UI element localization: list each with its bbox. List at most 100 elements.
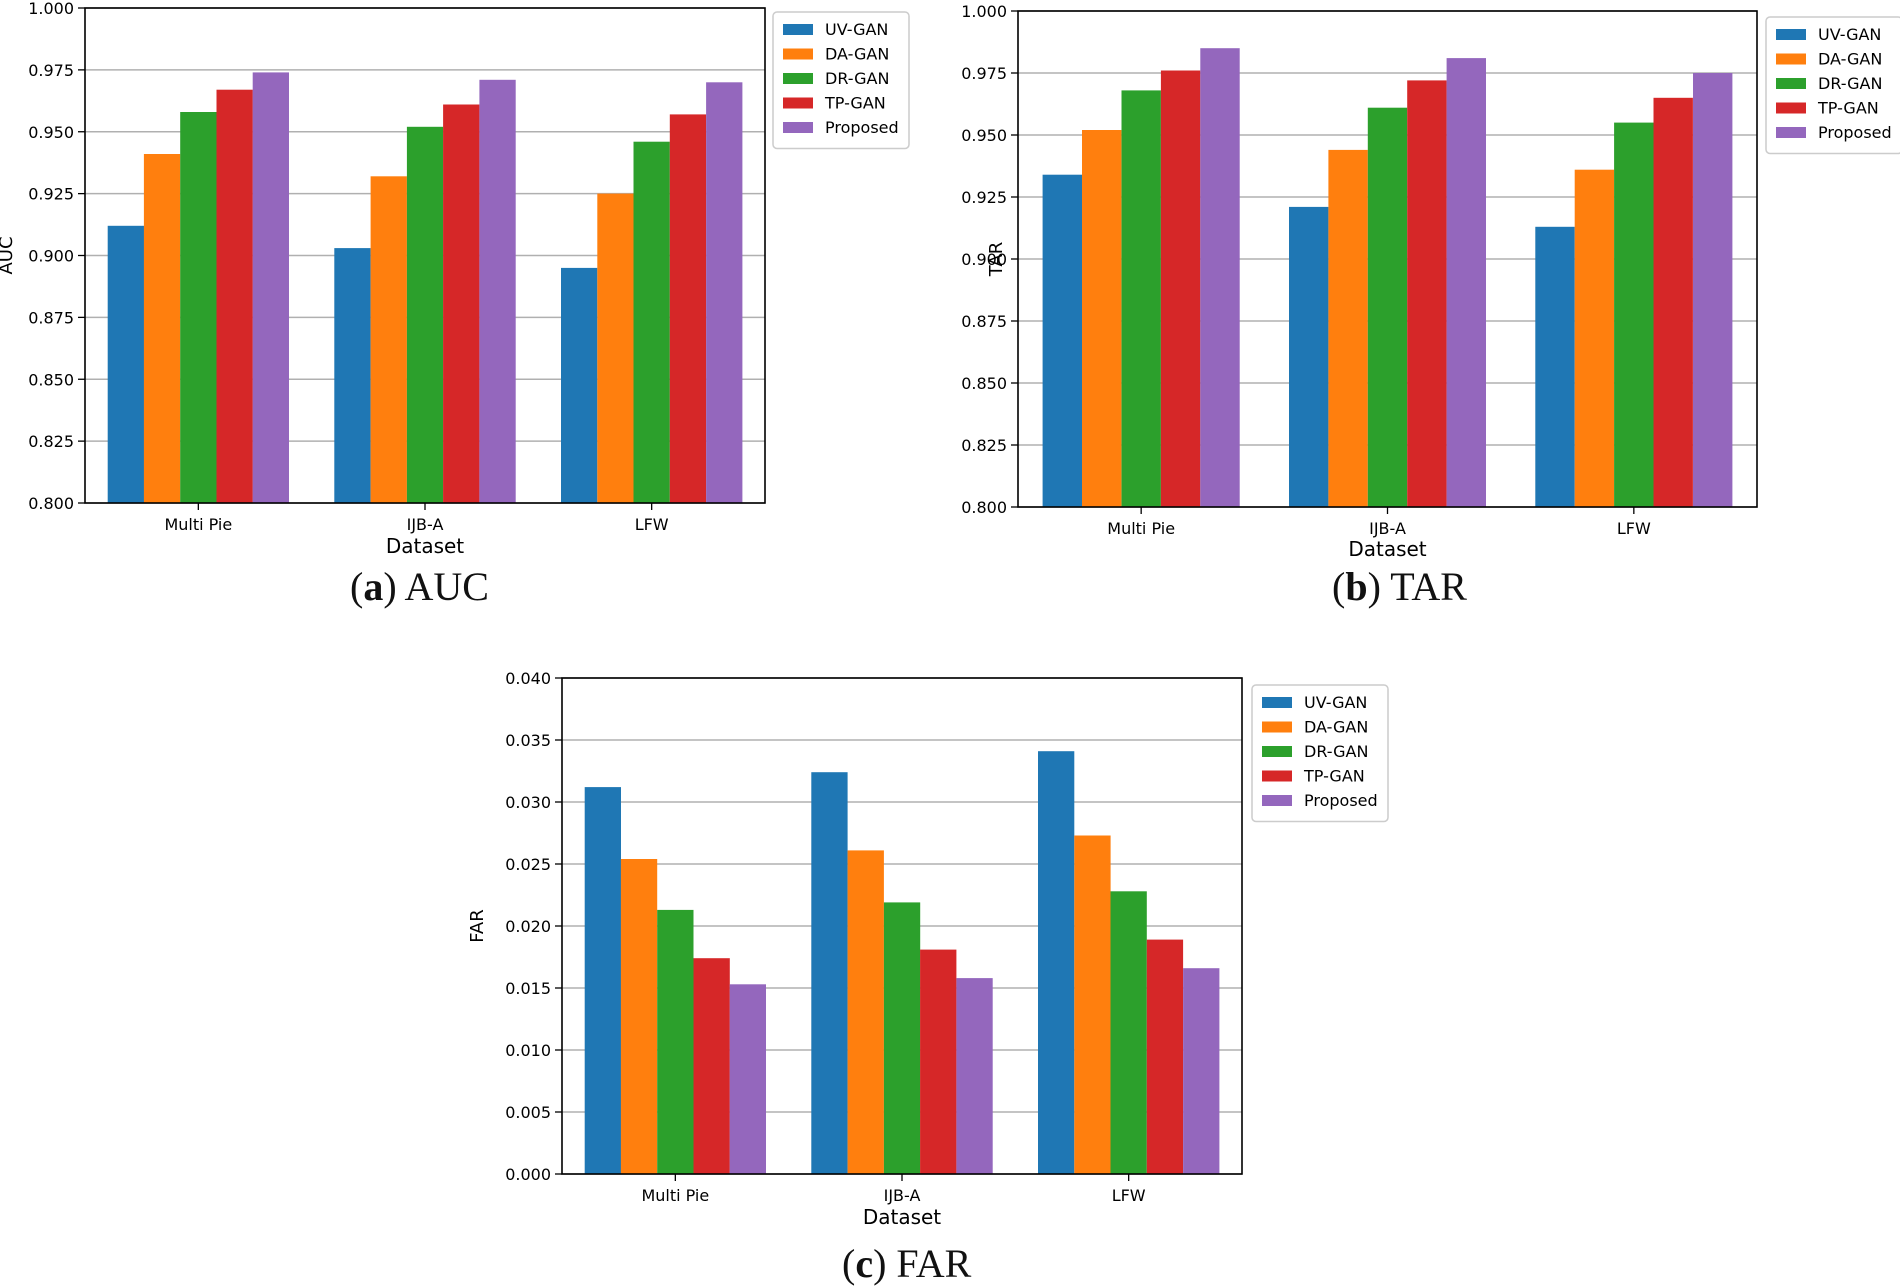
legend-label: TP-GAN (824, 94, 886, 113)
bar-dr-gan (180, 112, 217, 503)
y-tick-label: 0.005 (505, 1103, 551, 1122)
bar-dr-gan (633, 141, 670, 503)
bar-uv-gan (334, 248, 371, 503)
bar-proposed (1183, 968, 1220, 1174)
bar-uv-gan (1038, 751, 1075, 1174)
legend-swatch (1262, 795, 1292, 806)
legend-swatch (1776, 53, 1806, 65)
bar-uv-gan (1289, 206, 1329, 507)
bar-uv-gan (584, 787, 621, 1174)
legend-label: TP-GAN (1303, 767, 1365, 786)
legend-swatch (783, 24, 813, 35)
legend-swatch (783, 48, 813, 60)
y-tick-label: 0.925 (28, 185, 74, 204)
legend-swatch (1776, 102, 1806, 114)
y-axis-label: AUC (0, 236, 17, 274)
legend-swatch (1776, 127, 1806, 138)
y-tick-label: 0.875 (28, 308, 74, 327)
legend-label: DR-GAN (1818, 74, 1882, 93)
legend-label: UV-GAN (1304, 693, 1367, 712)
legend-label: UV-GAN (825, 20, 888, 39)
x-axis-label: Dataset (386, 534, 464, 558)
chart-auc: 0.800 0.825 0.850 0.875 0.900 0.925 0.950 0.975… (0, 0, 910, 558)
legend-swatch (1776, 29, 1806, 40)
x-tick-label: IJB-A (407, 515, 444, 534)
legend-label: Proposed (825, 118, 899, 137)
bar-tp-gan (669, 114, 707, 504)
x-tick-label: Multi Pie (164, 515, 232, 534)
bar-da-gan (1074, 835, 1111, 1174)
legend-label: DA-GAN (825, 45, 889, 64)
caption-auc: (a) AUC (350, 564, 489, 609)
bar-proposed (1693, 73, 1733, 507)
x-tick-label: Multi Pie (1107, 519, 1175, 538)
x-axis-label: Dataset (863, 1205, 941, 1229)
bar-da-gan (1574, 169, 1615, 507)
x-tick-label: IJB-A (884, 1186, 921, 1205)
legend-swatch (783, 73, 813, 84)
bar-tp-gan (920, 949, 957, 1174)
plot-frame (561, 677, 1243, 1175)
bar-da-gan (620, 859, 658, 1174)
y-tick-label: 0.825 (961, 436, 1007, 455)
bar-uv-gan (1535, 226, 1575, 508)
bar-tp-gan (1160, 70, 1201, 507)
y-tick-label: 0.825 (28, 432, 74, 451)
bar-uv-gan (1042, 174, 1082, 507)
legend-box (1251, 684, 1389, 823)
bar-proposed (252, 72, 289, 504)
y-tick-label: 0.000 (505, 1165, 551, 1184)
legend-swatch (783, 122, 813, 133)
chart-far: 0.000 0.005 0.010 0.015 0.020 0.025 0.030 0.035… (467, 669, 1389, 1229)
bar-tp-gan (443, 104, 480, 503)
caption-far: (c) FAR (842, 1241, 972, 1286)
caption-tar: (b) TAR (1332, 564, 1467, 609)
legend-label: DR-GAN (825, 69, 889, 88)
legend-swatch (783, 97, 813, 109)
y-tick-label: 1.000 (28, 0, 74, 18)
caption-text: FAR (896, 1241, 972, 1286)
bar-proposed (1200, 48, 1240, 507)
bar-dr-gan (657, 909, 694, 1174)
bar-proposed (706, 82, 743, 504)
y-tick-label: 0.975 (28, 61, 74, 80)
bar-da-gan (1082, 130, 1122, 507)
bar-dr-gan (883, 902, 921, 1174)
y-tick-label: 0.900 (28, 247, 74, 266)
y-axis-label: TAR (986, 242, 1007, 277)
bar-uv-gan (811, 772, 848, 1174)
y-tick-label: 0.010 (505, 1041, 551, 1060)
legend-box (1765, 16, 1900, 155)
plot-frame (84, 7, 766, 504)
chart-tar: 0.800 0.825 0.850 0.875 0.900 0.925 0.950 0.975… (961, 2, 1900, 561)
legend-label: Proposed (1818, 123, 1892, 142)
y-tick-label: 0.030 (505, 793, 551, 812)
bar-tp-gan (216, 89, 253, 503)
legend-swatch (1262, 770, 1292, 782)
x-tick-label: Multi Pie (641, 1186, 709, 1205)
bar-dr-gan (1367, 107, 1408, 507)
legend-swatch (1776, 78, 1806, 89)
y-tick-label: 1.000 (961, 2, 1007, 21)
legend-label: DA-GAN (1818, 50, 1882, 69)
bar-proposed (956, 978, 993, 1174)
legend-swatch (1262, 697, 1292, 708)
x-tick-label: IJB-A (1369, 519, 1406, 538)
legend-label: DR-GAN (1304, 742, 1368, 761)
bar-proposed (1446, 58, 1486, 507)
bar-uv-gan (107, 225, 144, 504)
bar-da-gan (143, 154, 181, 503)
y-tick-label: 0.850 (28, 370, 74, 389)
legend-label: UV-GAN (1818, 25, 1881, 44)
bar-dr-gan (1110, 891, 1147, 1174)
y-tick-label: 0.020 (505, 917, 551, 936)
bar-dr-gan (1121, 90, 1161, 508)
y-tick-label: 0.035 (505, 731, 551, 750)
plot-frame (1017, 10, 1758, 508)
legend-swatch (1262, 721, 1292, 733)
bar-tp-gan (1407, 80, 1447, 508)
bar-da-gan (1328, 149, 1368, 507)
y-tick-label: 0.800 (28, 494, 74, 513)
y-tick-label: 0.875 (961, 312, 1007, 331)
